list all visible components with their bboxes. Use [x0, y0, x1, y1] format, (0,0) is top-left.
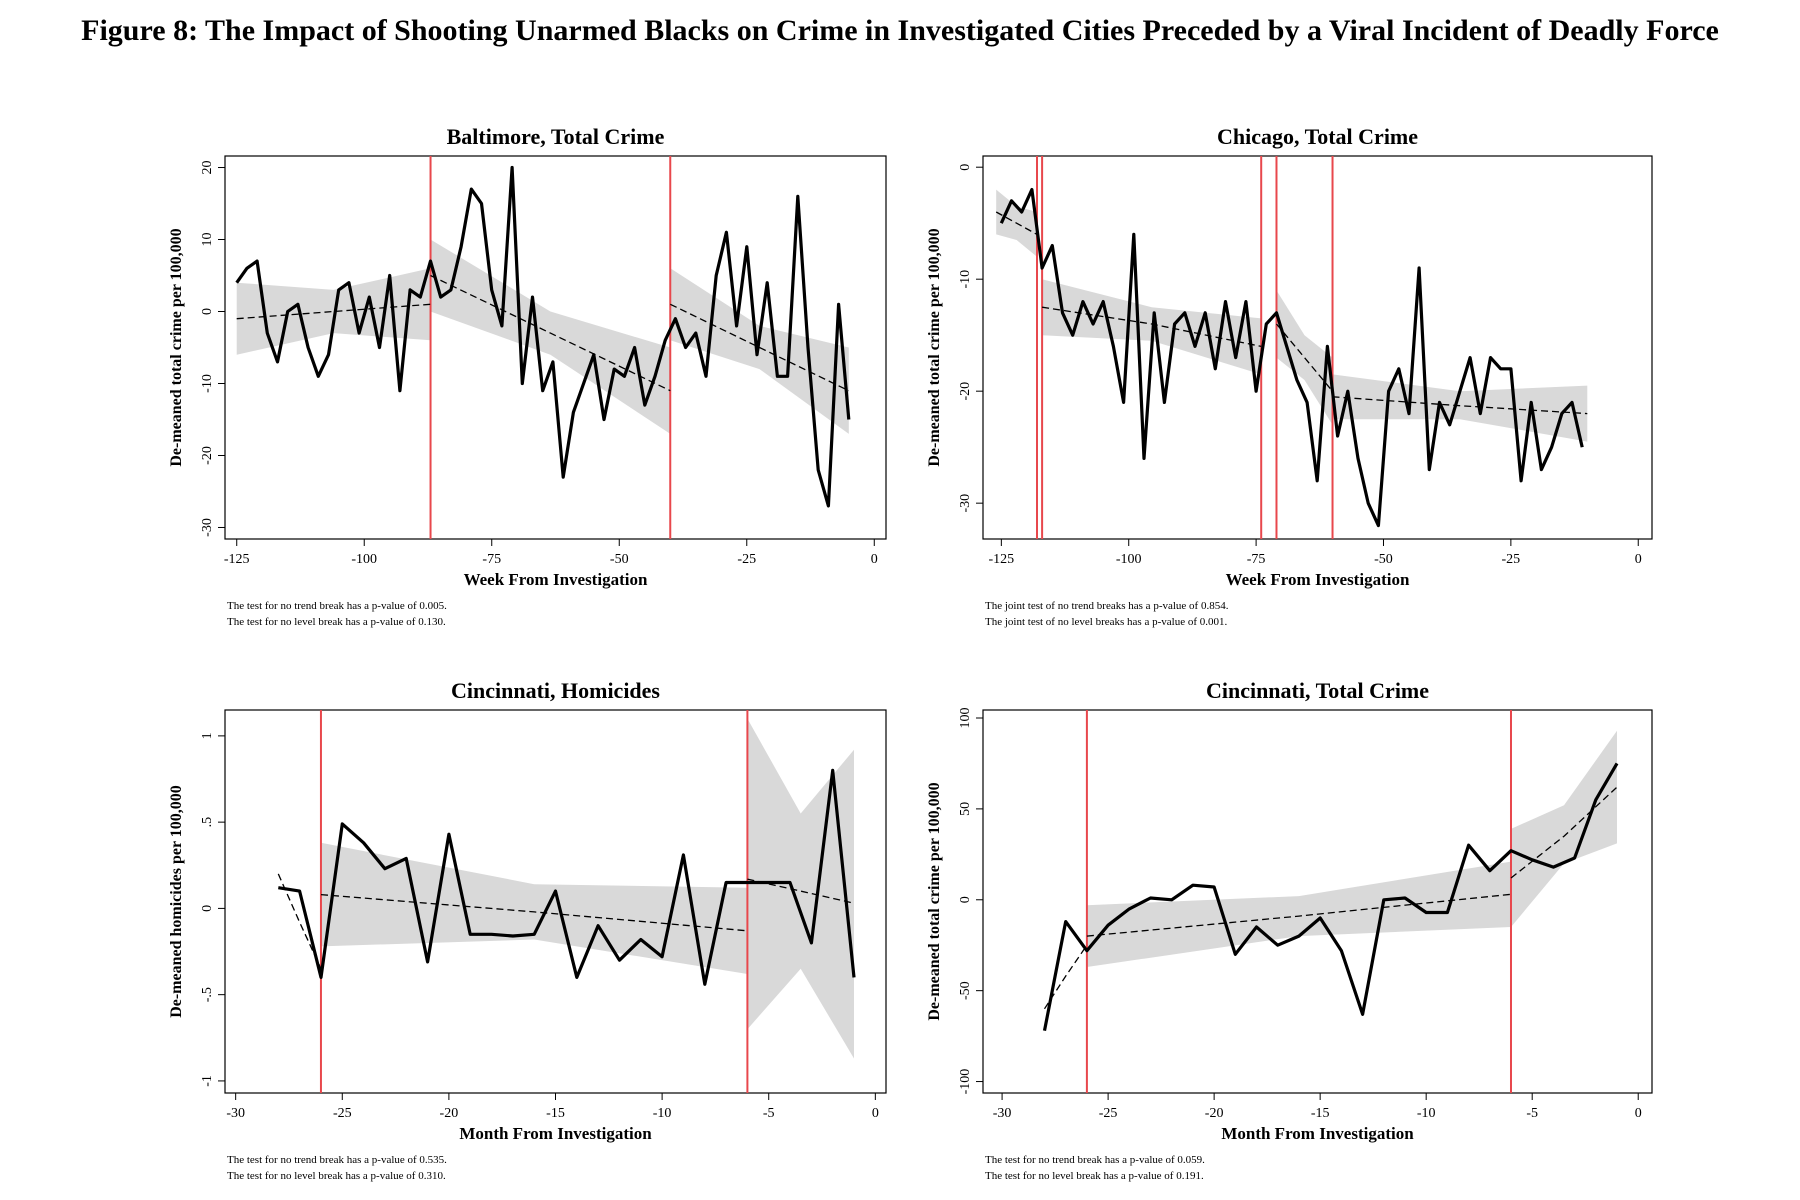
fit-line [320, 893, 748, 932]
note: The test for no level break has a p-valu… [227, 1170, 446, 1182]
x-tick-label: -100 [1116, 552, 1142, 567]
x-tick-label: -20 [440, 1106, 459, 1121]
confidence-band [670, 268, 849, 434]
y-tick-label: 0 [958, 896, 973, 903]
y-tick-label: -20 [958, 382, 973, 401]
fit-line [1332, 396, 1588, 415]
x-tick-label: -25 [1502, 552, 1521, 567]
confidence-band [1511, 730, 1617, 927]
fit-line [1510, 786, 1618, 879]
chart-title: Cincinnati, Homicides [451, 678, 660, 703]
fit-line [430, 274, 671, 392]
x-tick-label: -75 [482, 552, 501, 567]
x-axis-label: Month From Investigation [1221, 1124, 1414, 1143]
x-tick-label: -5 [1526, 1106, 1538, 1121]
y-tick-label: 0 [958, 164, 973, 171]
x-tick-label: -15 [1311, 1106, 1330, 1121]
x-tick-label: -10 [1417, 1106, 1436, 1121]
x-tick-label: -75 [1247, 552, 1266, 567]
note: The test for no level break has a p-valu… [985, 1170, 1204, 1182]
fit-line [747, 878, 855, 904]
x-axis-label: Week From Investigation [1226, 570, 1410, 589]
x-tick-label: 0 [872, 1106, 879, 1121]
x-tick-label: -100 [351, 552, 377, 567]
confidence-band [1332, 374, 1588, 442]
data-line [999, 188, 1584, 528]
figure-title: Figure 8: The Impact of Shooting Unarmed… [81, 14, 1719, 47]
x-tick-label: -5 [763, 1106, 775, 1121]
y-tick-label: -20 [200, 446, 215, 465]
fit-line [1276, 323, 1333, 392]
x-tick-label: -30 [226, 1106, 245, 1121]
note: The joint test of no level breaks has a … [985, 616, 1227, 628]
y-axis-label: De-meaned total crime per 100,000 [926, 228, 943, 466]
data-line [1042, 762, 1619, 1032]
x-tick-label: -20 [1205, 1106, 1224, 1121]
note: The test for no trend break has a p-valu… [227, 600, 447, 612]
chart-title: Chicago, Total Crime [1217, 124, 1418, 149]
y-tick-label: -30 [958, 494, 973, 513]
y-tick-label: 1 [200, 732, 215, 739]
note: The joint test of no trend breaks has a … [985, 600, 1229, 612]
confidence-band [1276, 290, 1333, 425]
y-tick-label: 10 [200, 233, 215, 247]
fit-line [1086, 893, 1512, 937]
y-axis-label: De-meaned total crime per 100,000 [168, 228, 185, 466]
note: The test for no trend break has a p-valu… [227, 1154, 447, 1166]
x-tick-label: -50 [1374, 552, 1393, 567]
y-tick-label: -10 [200, 374, 215, 393]
x-tick-label: 0 [1635, 1106, 1642, 1121]
x-tick-label: -25 [737, 552, 756, 567]
data-line [278, 768, 856, 986]
y-tick-label: 0 [200, 308, 215, 315]
y-tick-label: -100 [958, 1069, 973, 1095]
x-tick-label: -25 [1099, 1106, 1118, 1121]
x-tick-label: 0 [1635, 552, 1642, 567]
y-tick-label: -30 [200, 518, 215, 537]
x-tick-label: -10 [653, 1106, 672, 1121]
x-axis-label: Week From Investigation [464, 570, 648, 589]
x-tick-label: -30 [993, 1106, 1012, 1121]
x-tick-label: -15 [546, 1106, 565, 1121]
y-tick-label: 50 [958, 802, 973, 816]
y-tick-label: .5 [200, 817, 215, 828]
note: The test for no trend break has a p-valu… [985, 1154, 1205, 1166]
x-tick-label: -125 [224, 552, 250, 567]
y-tick-label: 20 [200, 161, 215, 175]
chart-title: Baltimore, Total Crime [447, 124, 665, 149]
y-tick-label: -.5 [200, 987, 215, 1002]
chart-title: Cincinnati, Total Crime [1206, 678, 1429, 703]
x-tick-label: 0 [871, 552, 878, 567]
y-tick-label: 100 [958, 707, 973, 728]
fit-line [995, 211, 1038, 235]
data-line [235, 165, 851, 508]
y-axis-label: De-meaned homicides per 100,000 [168, 785, 185, 1018]
y-tick-label: -50 [958, 981, 973, 1000]
y-tick-label: -1 [200, 1075, 215, 1087]
confidence-band [1086, 861, 1511, 967]
y-axis-label: De-meaned total crime per 100,000 [926, 782, 943, 1020]
x-tick-label: -50 [610, 552, 629, 567]
y-tick-label: -10 [958, 270, 973, 289]
note: The test for no level break has a p-valu… [227, 616, 446, 628]
x-axis-label: Month From Investigation [459, 1124, 652, 1143]
x-tick-label: -25 [333, 1106, 352, 1121]
x-tick-label: -125 [989, 552, 1015, 567]
y-tick-label: 0 [200, 905, 215, 912]
